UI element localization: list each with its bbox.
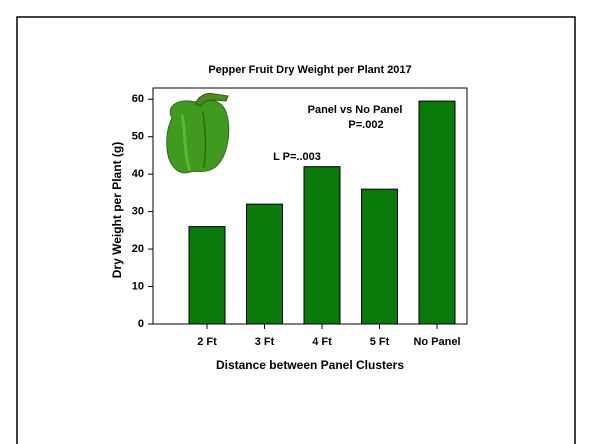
annotation: Panel vs No Panel [308, 104, 403, 116]
bar [418, 100, 456, 325]
y-tick-label: 30 [132, 206, 144, 218]
pepper-image [166, 93, 230, 174]
x-axis-label: Distance between Panel Clusters [216, 358, 404, 372]
annotation: P=.002 [348, 119, 383, 131]
y-tick-label: 0 [138, 318, 144, 330]
bar [361, 188, 398, 325]
y-tick-label: 20 [132, 243, 144, 255]
x-tick-label: 5 Ft [370, 336, 390, 348]
y-tick-label: 10 [132, 280, 144, 292]
bar [188, 226, 226, 325]
slide-border [16, 16, 576, 444]
y-tick-label: 50 [132, 131, 144, 143]
annotation: L P=..003 [273, 151, 321, 163]
y-axis-label: Dry Weight per Plant (g) [110, 142, 124, 278]
x-tick-label: 2 Ft [197, 336, 217, 348]
bar [246, 203, 283, 325]
bar [303, 166, 341, 325]
y-tick-label: 40 [132, 168, 144, 180]
x-tick-label: No Panel [413, 336, 460, 348]
y-tick-label: 60 [132, 93, 144, 105]
x-tick-label: 3 Ft [255, 336, 275, 348]
x-tick-label: 4 Ft [312, 336, 332, 348]
chart-title: Pepper Fruit Dry Weight per Plant 2017 [208, 64, 411, 76]
